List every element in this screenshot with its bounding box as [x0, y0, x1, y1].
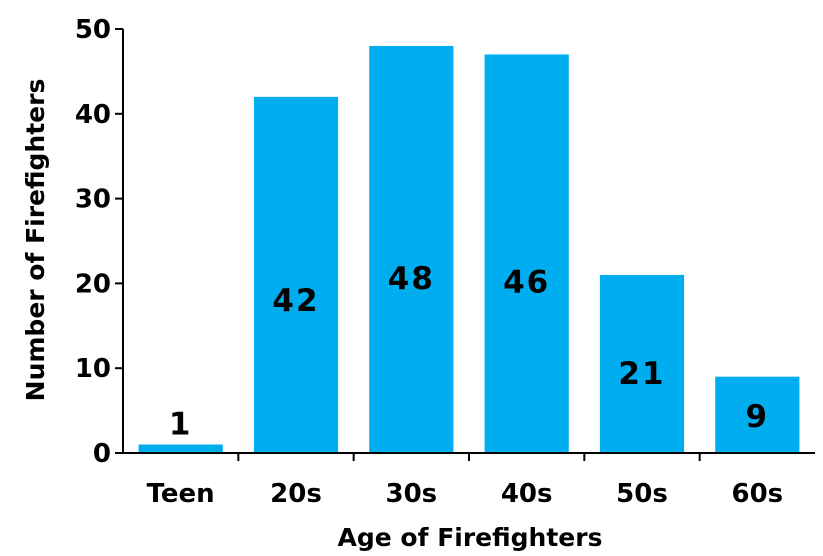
x-tick-label: Teen: [147, 479, 215, 509]
y-ticks-group: 0 10 20 30 40 50: [75, 15, 123, 469]
y-tick-label: 10: [75, 354, 111, 384]
x-ticks-group: Teen 20s 30s 40s 50s 60s: [147, 453, 783, 509]
bar-teen: [138, 444, 223, 453]
y-tick-label: 50: [75, 15, 111, 45]
y-tick-label: 30: [75, 185, 111, 215]
y-tick-label: 40: [75, 100, 111, 130]
bar-value-label: 46: [503, 265, 550, 301]
x-tick-label: 40s: [501, 479, 553, 509]
bar-20s: [253, 96, 339, 453]
bar-40s: [484, 54, 569, 453]
x-tick-label: 60s: [731, 479, 783, 509]
x-tick-label: 30s: [385, 479, 437, 509]
bar-30s: [369, 45, 454, 454]
bar-60s: [715, 376, 800, 453]
x-axis-title: Age of Firefighters: [338, 523, 603, 552]
bars-group: [138, 45, 800, 454]
x-tick-label: 50s: [616, 479, 668, 509]
bar-value-label: 42: [272, 283, 319, 319]
y-tick-label: 20: [75, 269, 111, 299]
bar-labels-group: 1 42 48 46 21 9: [169, 261, 770, 443]
y-tick-label: 0: [93, 439, 111, 469]
x-tick-label: 20s: [270, 479, 322, 509]
y-axis-title: Number of Firefighters: [21, 79, 50, 402]
bar-value-label: 21: [618, 356, 665, 392]
bar-value-label: 48: [388, 261, 435, 297]
bar-value-label: 1: [169, 407, 193, 443]
bar-value-label: 9: [746, 399, 770, 435]
bar-50s: [599, 274, 685, 453]
